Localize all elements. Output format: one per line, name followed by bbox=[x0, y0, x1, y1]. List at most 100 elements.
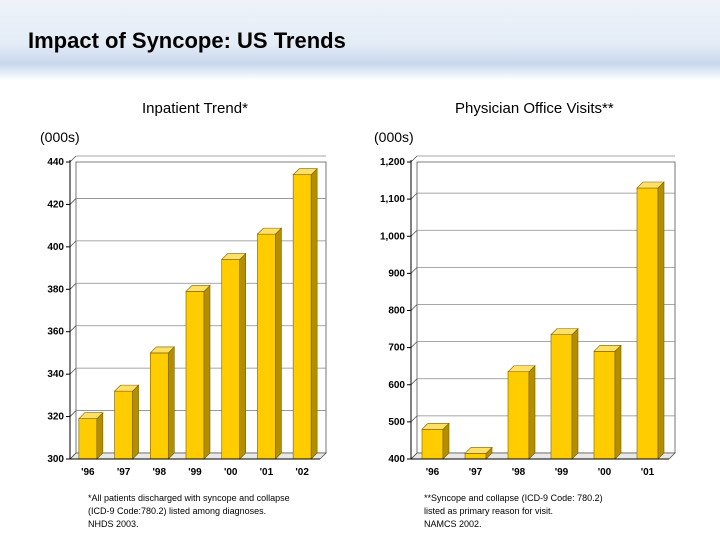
bar-top bbox=[421, 423, 450, 430]
gridline-slant bbox=[69, 198, 77, 205]
x-tick-label: '98 bbox=[512, 467, 526, 478]
x-tick-label: '98 bbox=[153, 467, 167, 478]
bar-side bbox=[239, 252, 247, 460]
gridline-slant bbox=[410, 229, 418, 237]
gridline-slant bbox=[69, 155, 77, 163]
bar bbox=[421, 422, 450, 460]
bar bbox=[464, 446, 493, 460]
bar-front bbox=[421, 428, 444, 460]
office-visits-footnote-line: NAMCS 2002. bbox=[424, 519, 482, 529]
bar-top bbox=[464, 447, 493, 454]
bar-top bbox=[256, 227, 283, 235]
bar-side bbox=[203, 284, 211, 460]
bar-top bbox=[550, 328, 579, 335]
bar-side bbox=[528, 365, 536, 460]
office-visits-units-label: (000s) bbox=[374, 129, 414, 145]
x-tick-label: '00 bbox=[224, 467, 238, 478]
y-tick-label: 700 bbox=[388, 343, 405, 354]
bar-top bbox=[113, 384, 140, 392]
bar bbox=[113, 384, 140, 460]
gridline-slant bbox=[410, 452, 418, 460]
bar-front bbox=[292, 174, 312, 460]
bar-top bbox=[292, 168, 318, 176]
bar bbox=[593, 344, 622, 460]
y-tick-label: 340 bbox=[47, 369, 64, 380]
inpatient-footnote: *All patients discharged with syncope an… bbox=[88, 492, 333, 531]
bar-top bbox=[220, 253, 247, 260]
inpatient-footnote-line: (ICD-9 Code:780.2) listed among diagnose… bbox=[88, 506, 267, 516]
y-tick-label: 1,000 bbox=[380, 231, 405, 242]
y-tick-label: 600 bbox=[388, 380, 405, 391]
bar-front bbox=[149, 352, 169, 460]
y-tick-label: 380 bbox=[47, 284, 64, 295]
gridline-slant bbox=[410, 378, 418, 386]
inpatient-chart-title: Inpatient Trend* bbox=[142, 100, 248, 117]
x-tick-label: '01 bbox=[260, 467, 274, 478]
y-tick-label: 900 bbox=[388, 268, 405, 279]
gridline-slant bbox=[410, 304, 418, 311]
bar-top bbox=[507, 365, 536, 373]
bar bbox=[78, 411, 104, 460]
gridline-slant bbox=[69, 367, 77, 375]
office-visits-chart-title: Physician Office Visits** bbox=[455, 100, 614, 117]
gridline-slant bbox=[69, 240, 77, 248]
gridline-slant bbox=[69, 325, 77, 332]
bar bbox=[220, 252, 247, 460]
inpatient-footnote-line: *All patients discharged with syncope an… bbox=[88, 493, 290, 503]
gridline-slant bbox=[69, 452, 77, 460]
x-tick-label: '00 bbox=[598, 467, 612, 478]
office-visits-footnote-line: **Syncope and collapse (ICD-9 Code: 780.… bbox=[424, 493, 603, 503]
x-tick-label: '99 bbox=[555, 467, 569, 478]
bar-front bbox=[185, 291, 205, 460]
bar-side bbox=[657, 181, 665, 460]
bar-top bbox=[636, 181, 665, 189]
x-tick-label: '97 bbox=[117, 467, 131, 478]
y-tick-label: 360 bbox=[47, 327, 64, 338]
office-visits-footnote: **Syncope and collapse (ICD-9 Code: 780.… bbox=[424, 492, 669, 531]
x-tick-label: '96 bbox=[426, 467, 440, 478]
x-tick-label: '01 bbox=[641, 467, 655, 478]
bar-side bbox=[275, 227, 282, 460]
bar-side bbox=[571, 327, 579, 460]
bar-front bbox=[550, 334, 573, 460]
bar bbox=[149, 346, 176, 460]
y-tick-label: 320 bbox=[47, 412, 64, 423]
bar-top bbox=[78, 412, 104, 419]
y-tick-label: 800 bbox=[388, 306, 405, 317]
chart-floor bbox=[410, 452, 676, 460]
page-title: Impact of Syncope: US Trends bbox=[28, 28, 346, 53]
bar bbox=[636, 181, 665, 460]
gridline-slant bbox=[410, 155, 418, 163]
inpatient-trend-chart: 300 320 340 360 380 400 420 440 '96 '97 '98 '99 '00 '… bbox=[47, 155, 327, 478]
bar-front bbox=[636, 187, 659, 460]
gridline-slant bbox=[410, 415, 418, 423]
gridline-slant bbox=[410, 267, 418, 274]
bar bbox=[507, 365, 536, 460]
bar-front bbox=[221, 259, 241, 460]
y-tick-label: 500 bbox=[388, 417, 405, 428]
y-tick-label: 420 bbox=[47, 199, 64, 210]
x-tick-label: '96 bbox=[81, 467, 95, 478]
x-tick-label: '97 bbox=[469, 467, 483, 478]
x-tick-label: '02 bbox=[295, 467, 309, 478]
bar-front bbox=[464, 453, 487, 460]
bar-top bbox=[149, 346, 176, 354]
title-band bbox=[0, 0, 720, 80]
bar-front bbox=[593, 351, 616, 460]
bar-top bbox=[185, 285, 211, 292]
bar-top bbox=[593, 345, 622, 352]
y-tick-label: 1,100 bbox=[380, 194, 405, 205]
bar-side bbox=[167, 346, 175, 460]
bar-side bbox=[310, 168, 318, 460]
plot-area bbox=[416, 161, 676, 454]
gridline-slant bbox=[410, 192, 418, 200]
y-tick-label: 440 bbox=[47, 157, 64, 168]
gridline-slant bbox=[410, 341, 418, 348]
y-tick-label: 400 bbox=[388, 454, 405, 465]
office-visits-footnote-line: listed as primary reason for visit. bbox=[424, 506, 554, 516]
y-tick-label: 1,200 bbox=[380, 157, 405, 168]
bar-side bbox=[614, 344, 622, 460]
bar-front bbox=[257, 233, 276, 460]
bar-front bbox=[78, 418, 98, 460]
office-visits-chart: 400 500 600 700 800 900 1,000 1,100 1,200 '96 '97 '… bbox=[380, 155, 676, 478]
